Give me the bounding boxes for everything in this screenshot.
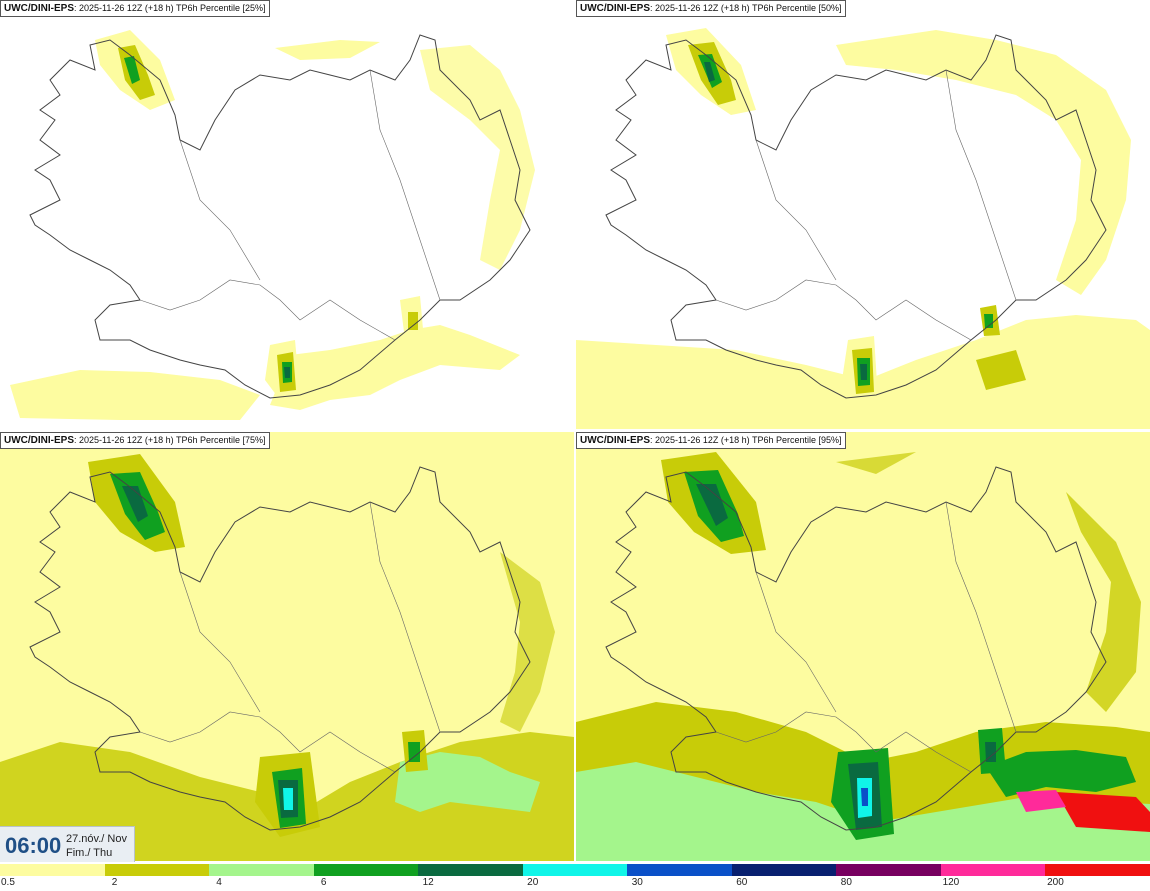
colorbar-label: 120 xyxy=(942,877,960,888)
iceland-map-p75 xyxy=(0,432,574,861)
coastline xyxy=(29,466,531,831)
precip-field xyxy=(576,432,1150,861)
colorbar-segment xyxy=(522,864,629,876)
panel-divider-horizontal xyxy=(0,429,1150,432)
colorbar-label: 6 xyxy=(320,877,327,888)
colorbar-label: 2 xyxy=(111,877,118,888)
coastline xyxy=(605,34,1107,399)
panel-title: UWC/DINI-EPS: 2025-11-26 12Z (+18 h) TP6… xyxy=(0,432,270,449)
valid-date: 27.nóv./ Nov xyxy=(66,833,127,845)
colorbar-label: 200 xyxy=(1047,877,1064,888)
colorbar-segment xyxy=(209,864,315,876)
panel-title: UWC/DINI-EPS: 2025-11-26 12Z (+18 h) TP6… xyxy=(0,0,270,17)
precip-field xyxy=(0,432,574,861)
panel-title: UWC/DINI-EPS: 2025-11-26 12Z (+18 h) TP6… xyxy=(576,0,846,17)
map-panel-p95: UWC/DINI-EPS: 2025-11-26 12Z (+18 h) TP6… xyxy=(576,432,1150,861)
iceland-map-p95 xyxy=(576,432,1150,861)
colorbar-segment xyxy=(104,864,211,876)
colorbar-segment xyxy=(940,864,1047,876)
colorbar-label: 60 xyxy=(736,877,748,888)
colorbar-segment xyxy=(313,864,420,876)
valid-weekday: Fim./ Thu xyxy=(66,847,113,859)
colorbar-label: 80 xyxy=(840,877,852,888)
iceland-map-p50 xyxy=(576,28,1150,429)
colorbar-label: 4 xyxy=(216,877,222,888)
panel-title: UWC/DINI-EPS: 2025-11-26 12Z (+18 h) TP6… xyxy=(576,432,846,449)
colorbar-segment xyxy=(627,864,733,876)
map-panel-p25: UWC/DINI-EPS: 2025-11-26 12Z (+18 h) TP6… xyxy=(0,0,574,429)
valid-time: 06:00 xyxy=(5,833,62,858)
precip-field xyxy=(10,30,535,420)
colorbar-segment xyxy=(418,864,524,876)
colorbar-label: 20 xyxy=(527,877,539,888)
colorbar-label: 30 xyxy=(631,877,643,888)
colorbar-segment xyxy=(0,864,106,876)
coastline xyxy=(605,466,1107,831)
precip-colorbar: 0.5 2 4 6 12 20 30 60 80 120 200 xyxy=(0,862,1150,891)
map-panel-p50: UWC/DINI-EPS: 2025-11-26 12Z (+18 h) TP6… xyxy=(576,0,1150,429)
colorbar-label: 0.5 xyxy=(1,877,15,888)
colorbar-segment xyxy=(1045,864,1150,876)
map-panel-p75: UWC/DINI-EPS: 2025-11-26 12Z (+18 h) TP6… xyxy=(0,432,574,861)
iceland-map-p25 xyxy=(10,30,535,420)
valid-time-box: 06:00 27.nóv./ Nov Fim./ Thu xyxy=(0,826,135,863)
coastline xyxy=(29,34,531,399)
colorbar-segment xyxy=(836,864,942,876)
precip-field xyxy=(576,28,1150,429)
colorbar-label: 12 xyxy=(422,877,434,888)
colorbar-segment xyxy=(731,864,838,876)
